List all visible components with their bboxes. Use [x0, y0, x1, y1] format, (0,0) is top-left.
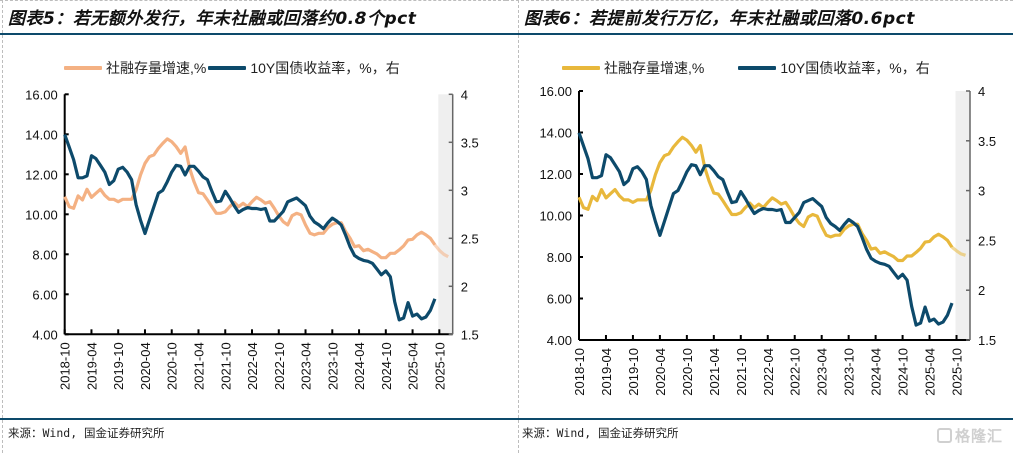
title-rule	[0, 33, 506, 35]
source-note: 来源：Wind, 国金证券研究所	[522, 426, 679, 440]
watermark: 格隆汇	[936, 425, 1003, 446]
y-right-tick-label: 1.5	[978, 333, 996, 348]
y-left-tick-label: 10.00	[25, 207, 58, 222]
y-right-tick-label: 2.5	[461, 231, 479, 246]
x-tick-label: 2019-04	[84, 342, 99, 390]
y-left-tick-label: 4.00	[32, 327, 57, 342]
legend-item-tsf: 社融存量增速,%	[64, 58, 206, 78]
panel-top-border	[0, 0, 506, 1]
x-tick-label: 2023-10	[842, 348, 857, 396]
line-chart: 4.00 6.00 8.00 10.00 12.00 14.00 16.00 1.5 2 2.5 3…	[25, 87, 479, 390]
source-rule	[0, 418, 506, 420]
x-tick-label: 2018-10	[58, 342, 73, 390]
x-tick-label: 2022-10	[272, 342, 287, 390]
y-left-tick-label: 4.00	[547, 333, 572, 348]
legend-swatch-tsf	[562, 66, 600, 70]
x-tick-label: 2022-04	[245, 342, 260, 390]
x-tick-label: 2022-10	[788, 348, 803, 396]
y-left-tick-label: 10.00	[539, 209, 572, 224]
x-tick-label: 2023-04	[299, 342, 314, 390]
legend-swatch-tsf	[64, 66, 102, 70]
y-right-tick-label: 4	[461, 87, 468, 102]
legend-label-yield: 10Y国债收益率，%，右	[780, 60, 930, 76]
y-right-tick-label: 3.5	[978, 134, 996, 149]
y-right-tick-label: 4	[978, 84, 985, 99]
legend-swatch-yield	[208, 66, 247, 70]
y-left-tick-label: 8.00	[32, 247, 57, 262]
x-tick-label: 2020-04	[138, 342, 153, 390]
legend-item-yield: 10Y国债收益率，%，右	[208, 58, 400, 78]
y-left-tick-label: 6.00	[547, 292, 572, 307]
tsf-growth-line	[63, 137, 437, 260]
y-left-tick-label: 14.00	[25, 127, 58, 142]
y-right-tick-label: 2.5	[978, 233, 996, 248]
x-tick-label: 2020-04	[653, 348, 668, 396]
y-left-tick-label: 8.00	[547, 250, 572, 265]
x-tick-label: 2023-04	[815, 348, 830, 396]
legend-swatch-yield	[738, 66, 777, 70]
x-tick-label: 2019-10	[626, 348, 641, 396]
source-rule	[506, 418, 1013, 420]
x-tick-label: 2021-10	[218, 342, 233, 390]
legend-label-tsf: 社融存量增速,%	[604, 60, 705, 76]
chart-panel-6: 图表6：若提前发行万亿，年末社融或回落0.6pct 社融存量增速,% 10Y国债…	[506, 0, 1013, 453]
x-tick-label: 2025-10	[950, 348, 965, 396]
watermark-logo-icon	[936, 428, 952, 443]
x-tick-label: 2025-10	[432, 342, 447, 390]
x-tick-label: 2023-10	[325, 342, 340, 390]
chart-title: 图表6：若提前发行万亿，年末社融或回落0.6pct	[524, 9, 915, 29]
line-chart: 4.00 6.00 8.00 10.00 12.00 14.00 16.00 1.5 2 2.5 3…	[539, 84, 996, 396]
y-right-tick-label: 2	[978, 283, 985, 298]
forecast-shade	[438, 94, 453, 335]
tsf-growth-line	[577, 135, 954, 263]
y-right-tick-label: 3.5	[461, 135, 479, 150]
title-rule	[506, 33, 1013, 35]
y-left-tick-label: 16.00	[539, 84, 572, 99]
y-right-tick-label: 3	[978, 184, 985, 199]
legend: 社融存量增速,% 10Y国债收益率，%，右	[562, 58, 930, 78]
legend-item-tsf: 社融存量增速,%	[562, 58, 704, 78]
x-tick-label: 2021-04	[191, 342, 206, 390]
legend-label-yield: 10Y国债收益率，%，右	[250, 60, 400, 76]
x-tick-label: 2022-04	[761, 348, 776, 396]
x-tick-label: 2018-10	[572, 348, 587, 396]
legend-item-yield: 10Y国债收益率，%，右	[738, 58, 930, 78]
tsf-projection-line	[951, 245, 966, 257]
panel-left-border	[2, 0, 3, 453]
x-tick-label: 2019-04	[599, 348, 614, 396]
chart-title: 图表5：若无额外发行，年末社融或回落约0.8个pct	[8, 9, 417, 29]
watermark-text: 格隆汇	[954, 428, 1003, 445]
y-right-tick-label: 1.5	[461, 327, 479, 342]
tsf-projection-line	[433, 243, 449, 259]
x-tick-label: 2024-10	[896, 348, 911, 396]
x-tick-label: 2024-10	[379, 342, 394, 390]
x-tick-label: 2021-04	[707, 348, 722, 396]
legend-label-tsf: 社融存量增速,%	[106, 60, 207, 76]
source-note: 来源：Wind, 国金证券研究所	[8, 426, 165, 440]
x-tick-label: 2021-10	[734, 348, 749, 396]
x-tick-label: 2024-04	[352, 342, 367, 390]
y-left-tick-label: 12.00	[539, 167, 572, 182]
y-left-tick-label: 12.00	[25, 167, 58, 182]
x-tick-label: 2020-10	[165, 342, 180, 390]
x-tick-label: 2025-04	[406, 342, 421, 390]
yield-10y-line	[577, 132, 954, 327]
y-left-tick-label: 14.00	[539, 126, 572, 141]
y-left-tick-label: 16.00	[25, 87, 58, 102]
yield-10y-line	[63, 134, 437, 322]
x-tick-label: 2019-10	[111, 342, 126, 390]
panel-divider	[518, 0, 519, 453]
x-tick-label: 2024-04	[869, 348, 884, 396]
y-right-tick-label: 2	[461, 279, 468, 294]
legend: 社融存量增速,% 10Y国债收益率，%，右	[64, 58, 400, 78]
forecast-shade	[955, 91, 970, 340]
y-left-tick-label: 6.00	[32, 287, 57, 302]
x-tick-label: 2020-10	[680, 348, 695, 396]
x-tick-label: 2025-04	[923, 348, 938, 396]
panel-top-border	[506, 0, 1013, 1]
chart-panel-5: 图表5：若无额外发行，年末社融或回落约0.8个pct 社融存量增速,% 10Y国…	[0, 0, 506, 453]
y-right-tick-label: 3	[461, 183, 468, 198]
